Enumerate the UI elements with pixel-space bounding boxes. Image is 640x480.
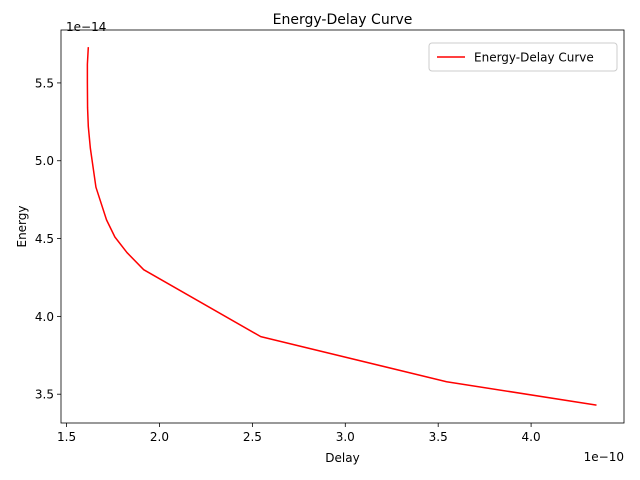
x-axis-label: Delay	[325, 451, 359, 465]
plot-area	[60, 29, 625, 424]
legend: Energy-Delay Curve	[428, 42, 618, 72]
y-tick-label: 4.5	[35, 232, 54, 246]
x-tick-label: 4.0	[522, 430, 541, 444]
y-tick-label: 4.0	[35, 310, 54, 324]
legend-entry-label: Energy-Delay Curve	[474, 51, 594, 65]
x-axis-ticks: 1.5 2.0 2.5 3.0 3.5 4.0	[57, 423, 541, 444]
x-tick-label: 2.0	[150, 430, 169, 444]
y-axis-label: Energy	[15, 205, 29, 247]
axes-frame	[60, 29, 625, 424]
y-axis-offset-text: 1e−14	[66, 20, 106, 34]
y-tick-label: 3.5	[35, 388, 54, 402]
y-tick-label: 5.5	[35, 76, 54, 90]
legend-frame	[428, 42, 618, 72]
y-axis-ticks: 3.5 4.0 4.5 5.0 5.5	[35, 76, 61, 402]
x-tick-label: 3.0	[336, 430, 355, 444]
series-layer	[86, 47, 597, 406]
chart-title: Energy-Delay Curve	[273, 12, 413, 28]
x-tick-label: 1.5	[57, 430, 76, 444]
axes-background	[61, 30, 624, 423]
x-tick-label: 2.5	[243, 430, 262, 444]
y-tick-label: 5.0	[35, 154, 54, 168]
x-axis-offset-text: 1e−10	[584, 450, 624, 464]
x-tick-label: 3.5	[429, 430, 448, 444]
series-line-energy-delay-curve	[86, 47, 597, 406]
